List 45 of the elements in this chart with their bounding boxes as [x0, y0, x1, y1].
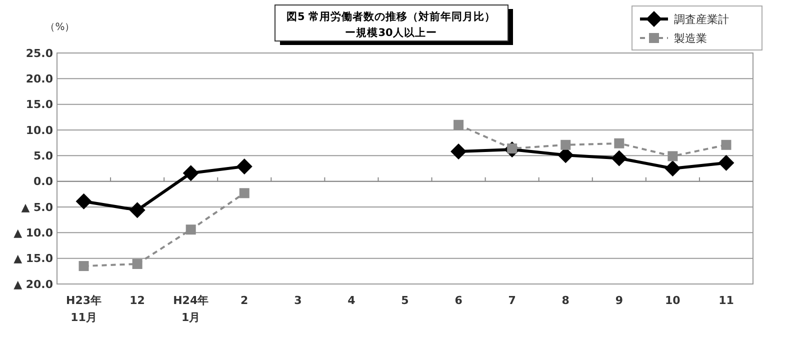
x-tick-label: H24年 1月 [173, 294, 209, 324]
point [668, 151, 678, 162]
point [239, 188, 250, 198]
y-tick-label: 0.0 [34, 175, 54, 188]
x-tick-label: 4 [348, 294, 356, 307]
y-tick-label: 20.0 [26, 72, 54, 86]
point [721, 140, 732, 150]
y-tick-label: 25.0 [26, 46, 54, 60]
x-tick-label: 10 [665, 294, 681, 307]
x-tick-label: 6 [454, 294, 463, 307]
point [132, 258, 142, 269]
x-tick-label: 5 [401, 294, 409, 307]
point [614, 138, 624, 148]
point [186, 224, 196, 235]
point [78, 261, 89, 272]
point [560, 140, 571, 150]
point [182, 165, 199, 182]
x-tick-label: 2 [240, 294, 248, 307]
y-tick-label: 15.0 [26, 98, 54, 112]
chart-title: 図5 常用労働者数の推移（対前年同月比） [286, 10, 496, 23]
point [450, 144, 467, 160]
point [718, 154, 734, 171]
y-tick-label: ▲ 5.0 [21, 200, 54, 214]
x-tick-label: 7 [508, 294, 516, 307]
x-tick-label: 9 [615, 294, 623, 307]
y-tick-label: ▲ 20.0 [14, 278, 54, 291]
point [76, 193, 92, 210]
x-tick-label: 12 [130, 294, 145, 307]
point [236, 158, 252, 174]
legend-label: 製造業 [674, 32, 707, 45]
y-tick-label: 5.0 [34, 150, 54, 163]
point [129, 202, 146, 218]
x-tick-label: H23年 11月 [66, 294, 102, 324]
x-tick-label: 11 [718, 294, 734, 307]
y-tick-label: 10.0 [26, 124, 54, 137]
point [664, 160, 681, 176]
x-tick-label: 3 [294, 294, 302, 307]
point [611, 150, 628, 166]
y-tick-label: ▲ 15.0 [14, 252, 54, 266]
y-tick-label: ▲ 10.0 [14, 226, 54, 240]
point [454, 120, 464, 130]
legend-label: 調査産業計 [674, 12, 729, 26]
y-axis-title: （%） [45, 22, 75, 33]
x-tick-label: 8 [562, 294, 570, 307]
chart-subtitle: ー規模30人以上ー [345, 26, 437, 39]
